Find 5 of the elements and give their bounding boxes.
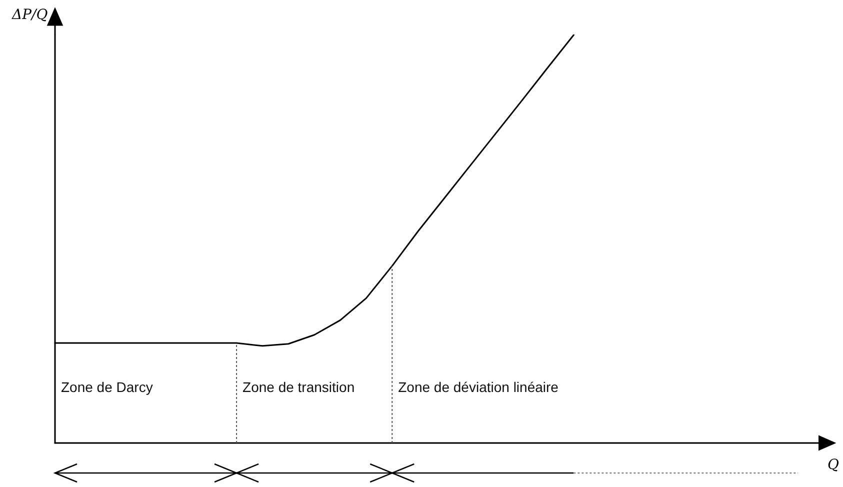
annotation: Zone de déviation linéaire <box>398 379 559 395</box>
annotation: Zone de Darcy <box>61 379 153 395</box>
annotation: Zone de transition <box>242 379 355 395</box>
y-axis-title: ΔP/Q <box>11 7 48 23</box>
x-axis-title: Q <box>828 457 840 473</box>
